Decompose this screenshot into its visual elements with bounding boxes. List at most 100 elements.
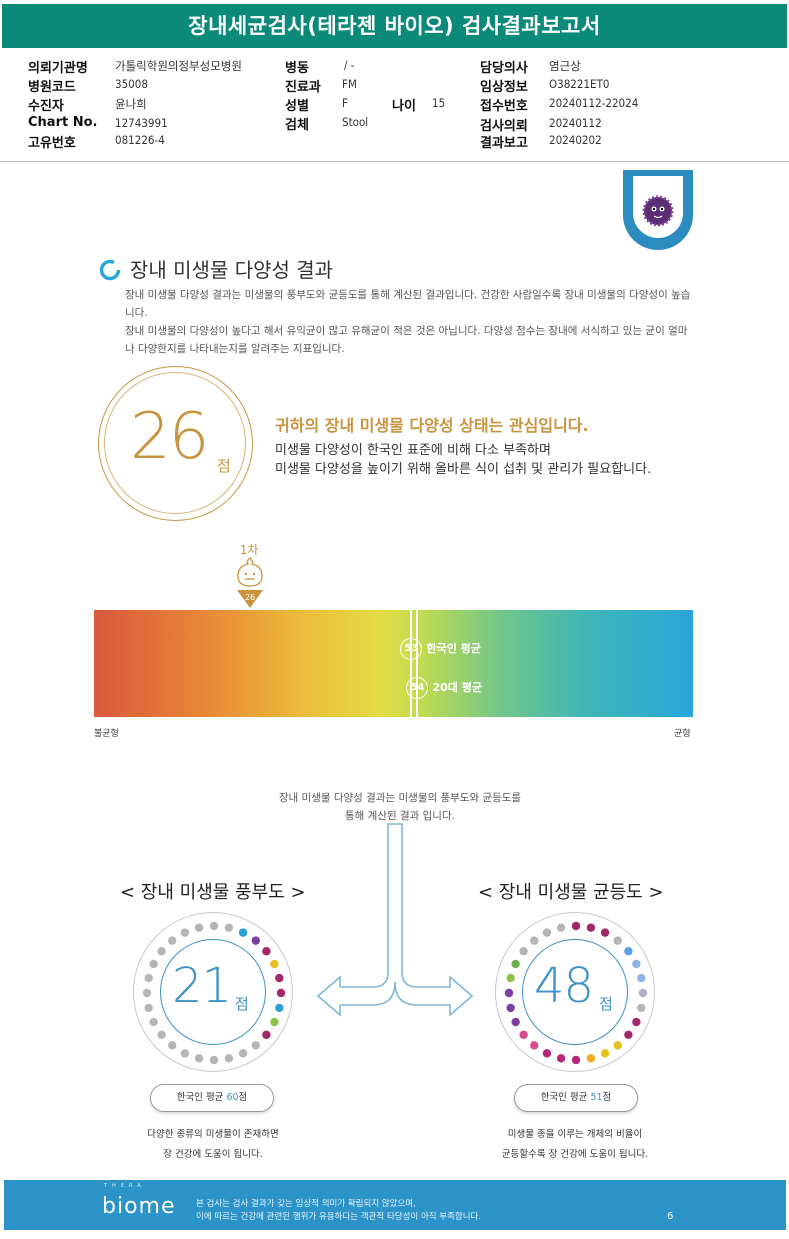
sex-value: F xyxy=(342,96,348,110)
korean-avg-label: 한국인 평균 xyxy=(426,642,481,655)
footer-notice-line2: 이에 따르는 건강에 관련된 행위가 유용하다는 객관적 타당성이 아직 부족합… xyxy=(196,1212,482,1222)
receipt-value: 20240112-22024 xyxy=(549,96,639,110)
microbe-dot xyxy=(624,947,633,956)
chart-no-value: 12743991 xyxy=(115,116,168,130)
microbe-icon xyxy=(642,195,674,227)
richness-avg-pill: 한국인 평균 60점 xyxy=(150,1084,274,1112)
doctor-label: 담당의사 xyxy=(480,61,528,76)
microbe-dot xyxy=(275,1003,284,1013)
age-label: 나이 xyxy=(392,99,416,114)
unique-no-label: 고유번호 xyxy=(28,136,76,151)
microbe-dot xyxy=(571,921,581,931)
evenness-avg-pill: 한국인 평균 51점 xyxy=(514,1084,638,1112)
microbe-dot xyxy=(149,959,158,969)
microbe-dot xyxy=(530,1041,539,1050)
microbe-dot xyxy=(275,973,284,983)
twenties-avg-value: 54 xyxy=(406,677,429,699)
microbe-dot xyxy=(624,1030,633,1039)
microbe-dot xyxy=(142,988,152,998)
diversity-score-unit: 점 xyxy=(217,457,231,475)
diversity-score: 26 xyxy=(130,400,209,474)
clinical-value: O38221ET0 xyxy=(549,77,610,91)
institution-value: 가톨릭학원의정부성모병원 xyxy=(115,59,242,73)
footer-notice-line1: 본 검사는 검사 결과가 갖는 임상적 의미가 확립되지 않았으며, xyxy=(196,1199,416,1209)
microbe-dot xyxy=(149,1017,158,1027)
microbe-dot xyxy=(238,928,248,937)
microbe-dot xyxy=(542,928,552,937)
microbe-dot xyxy=(519,947,528,956)
diversity-score-ring xyxy=(98,366,253,521)
dept-value: FM xyxy=(342,77,357,91)
richness-avg-prefix: 한국인 평균 xyxy=(176,1092,227,1103)
microbe-dot xyxy=(209,1055,219,1065)
bar-left-label: 불균형 xyxy=(94,729,119,739)
microbe-dot xyxy=(224,923,234,932)
specimen-label: 검체 xyxy=(285,118,309,133)
marker-value: 26 xyxy=(245,593,255,602)
age-value: 15 xyxy=(432,96,446,110)
microbe-dot xyxy=(571,1055,581,1065)
microbe-dot xyxy=(613,936,622,945)
microbe-dot xyxy=(194,923,204,932)
evenness-microbes-icon xyxy=(504,921,648,1065)
diversity-section-title-text: 장내 미생물 다양성 결과 xyxy=(130,258,334,282)
evenness-inner-ring xyxy=(522,939,628,1045)
request-label: 검사의뢰 xyxy=(480,119,528,134)
richness-microbes-icon xyxy=(142,921,286,1065)
microbe-dot xyxy=(504,988,514,998)
hospital-code-value: 35008 xyxy=(115,77,148,91)
diversity-section-title: 장내 미생물 다양성 결과 xyxy=(98,254,333,283)
microbe-dot xyxy=(194,1054,204,1063)
diversity-gradient-bar xyxy=(94,610,693,717)
richness-title: < 장내 미생물 풍부도 > xyxy=(120,882,306,903)
institution-label: 의뢰기관명 xyxy=(28,61,88,76)
microbe-dot xyxy=(251,936,260,945)
evenness-caption-line2: 균등할수록 장 건강에 도움이 됩니다. xyxy=(501,1149,649,1160)
ward-label: 병동 xyxy=(285,61,309,76)
report-title: 장내세균검사(테라젠 바이오) 검사결과보고서 xyxy=(2,4,787,48)
microbe-dot xyxy=(600,1049,610,1058)
evenness-caption: 미생물 종을 이루는 개체의 비율이 균등할수록 장 건강에 도움이 됩니다. xyxy=(470,1125,680,1165)
doctor-value: 염근상 xyxy=(549,59,581,73)
evenness-caption-line1: 미생물 종을 이루는 개체의 비율이 xyxy=(507,1129,643,1140)
richness-caption: 다양한 종류의 미생물이 존재하면 장 건강에 도움이 됩니다. xyxy=(108,1125,318,1165)
diversity-status-headline: 귀하의 장내 미생물 다양성 상태는 관심입니다. xyxy=(275,416,589,435)
sex-label: 성별 xyxy=(285,99,309,114)
hospital-code-label: 병원코드 xyxy=(28,80,76,95)
footer-brand-small: THERA xyxy=(104,1183,146,1189)
evenness-avg-prefix: 한국인 평균 xyxy=(540,1092,591,1103)
microbe-dot xyxy=(556,923,566,932)
evenness-score: 48 xyxy=(534,958,594,1014)
twenties-avg-label: 20대 평균 xyxy=(432,681,482,694)
footer-notice: 본 검사는 검사 결과가 갖는 임상적 의미가 확립되지 않았으며, 이에 따르… xyxy=(196,1198,481,1224)
status-line2: 미생물 다양성을 높이기 위해 올바른 식이 섭취 및 관리가 필요합니다. xyxy=(275,462,652,477)
microbe-dot xyxy=(511,959,520,969)
split-arrows-icon xyxy=(316,823,474,1017)
diversity-description: 장내 미생물 다양성 결과는 미생물의 풍부도와 균등도를 통해 계산된 결과입… xyxy=(125,286,695,358)
subject-value: 윤나희 xyxy=(115,97,147,111)
microbe-dot xyxy=(586,1054,596,1063)
korean-avg-tag: 53 한국인 평균 xyxy=(400,638,481,660)
microbe-dot xyxy=(613,1041,622,1050)
result-date-value: 20240202 xyxy=(549,133,602,147)
microbe-dot xyxy=(270,1017,279,1027)
richness-ring xyxy=(133,912,293,1072)
richness-caption-line1: 다양한 종류의 미생물이 존재하면 xyxy=(147,1129,279,1140)
microbe-dot xyxy=(209,921,219,931)
microbe-dot xyxy=(262,1030,271,1039)
bar-right-label: 균형 xyxy=(674,729,691,739)
evenness-ring xyxy=(495,912,655,1072)
richness-caption-line2: 장 건강에 도움이 됩니다. xyxy=(163,1149,263,1160)
richness-avg-suffix: 점 xyxy=(238,1092,248,1103)
components-intro-line2: 통해 계산된 결과 입니다. xyxy=(345,810,455,822)
twenties-avg-line xyxy=(416,610,419,717)
request-date-value: 20240112 xyxy=(549,116,602,130)
components-intro-line1: 장내 미생물 다양성 결과는 미생물의 풍부도와 균등도를 xyxy=(278,792,522,804)
richness-unit: 점 xyxy=(235,995,249,1013)
microbe-dot xyxy=(276,988,286,998)
diversity-desc-line2: 장내 미생물의 다양성이 높다고 해서 유익균이 많고 유해균이 적은 것은 아… xyxy=(125,325,688,355)
footer-brand-logo: biome xyxy=(102,1194,176,1219)
diversity-status-body: 미생물 다양성이 한국인 표준에 비해 다소 부족하며 미생물 다양성을 높이기… xyxy=(275,441,651,479)
diversity-desc-line1: 장내 미생물 다양성 결과는 미생물의 풍부도와 균등도를 통해 계산된 결과입… xyxy=(125,289,691,319)
footer-banner: THERA biome 본 검사는 검사 결과가 갖는 임상적 의미가 확립되지… xyxy=(4,1180,786,1230)
